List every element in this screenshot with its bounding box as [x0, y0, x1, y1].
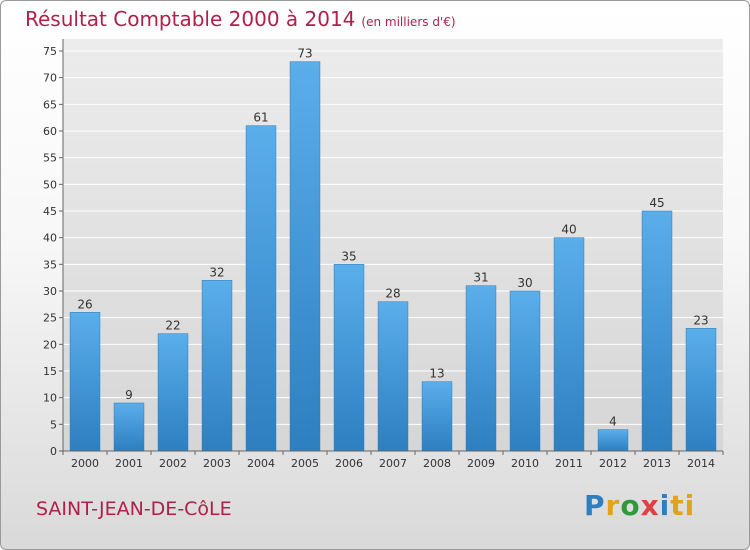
x-tick-label: 2001: [115, 457, 143, 470]
y-tick-label: 35: [43, 258, 57, 271]
bar-value-label: 61: [253, 111, 268, 125]
y-tick-label: 10: [43, 392, 57, 405]
y-axis: 0 5 10 15 20 25 30 35 40 45 50 55 60 65 70 75: [43, 39, 64, 458]
bar-value-label: 40: [561, 223, 576, 237]
y-tick-label: 45: [43, 205, 57, 218]
bar-2000: [69, 312, 101, 452]
bar-value-label: 32: [209, 265, 224, 279]
bar-2003: [201, 280, 233, 452]
y-tick-label: 15: [43, 365, 57, 378]
bar-value-label: 4: [609, 415, 617, 429]
proxiti-logo: Proxiti: [584, 489, 696, 522]
x-tick-label: 2010: [511, 457, 539, 470]
bar-value-label: 9: [125, 388, 133, 402]
bar-value-label: 13: [429, 367, 444, 381]
y-tick-label: 5: [50, 418, 57, 431]
chart-title: Résultat Comptable 2000 à 2014 (en millie…: [25, 7, 456, 31]
bar-2008: [421, 381, 453, 452]
bars: 26 9 22 32 61 73 35 28 13 31 30 40 4 45 23: [69, 47, 717, 452]
x-tick-label: 2005: [291, 457, 319, 470]
y-tick-label: 75: [43, 45, 57, 58]
x-tick-label: 2008: [423, 457, 451, 470]
chart-subtitle: (en milliers d'€): [361, 15, 456, 29]
bar-value-label: 23: [693, 313, 708, 327]
bar-2005: [289, 61, 321, 452]
x-tick-label: 2000: [71, 457, 99, 470]
bar-2014: [685, 328, 717, 452]
bar-2006: [333, 264, 365, 452]
place-name: SAINT-JEAN-DE-CôLE: [36, 498, 232, 520]
bar-2012: [597, 429, 629, 452]
bar-2001: [113, 402, 145, 452]
x-tick-label: 2013: [643, 457, 671, 470]
x-tick-label: 2003: [203, 457, 231, 470]
bar-value-label: 28: [385, 287, 400, 301]
y-tick-label: 55: [43, 152, 57, 165]
x-tick-label: 2014: [687, 457, 715, 470]
bar-value-label: 22: [165, 319, 180, 333]
x-tick-label: 2012: [599, 457, 627, 470]
bar-value-label: 73: [297, 47, 312, 61]
x-tick-label: 2004: [247, 457, 275, 470]
bar-value-label: 30: [517, 276, 532, 290]
bar-2009: [465, 285, 497, 452]
bar-value-label: 45: [649, 196, 664, 210]
y-tick-label: 50: [43, 178, 57, 191]
y-tick-label: 0: [50, 445, 57, 458]
bar-2007: [377, 301, 409, 452]
x-tick-label: 2006: [335, 457, 363, 470]
title-text: Résultat Comptable 2000 à 2014: [25, 7, 356, 31]
y-tick-label: 60: [43, 125, 57, 138]
x-tick-label: 2009: [467, 457, 495, 470]
x-tick-label: 2002: [159, 457, 187, 470]
y-tick-label: 70: [43, 72, 57, 85]
bar-value-label: 26: [77, 297, 92, 311]
bar-2013: [641, 210, 673, 452]
x-tick-label: 2011: [555, 457, 583, 470]
bar-value-label: 35: [341, 249, 356, 263]
x-tick-label: 2007: [379, 457, 407, 470]
y-tick-label: 25: [43, 312, 57, 325]
y-tick-label: 30: [43, 285, 57, 298]
y-tick-label: 20: [43, 338, 57, 351]
x-axis: 2000 2001 2002 2003 2004 2005 2006 2007 2008 2009…: [62, 450, 724, 470]
bar-2004: [245, 125, 277, 452]
y-tick-label: 65: [43, 98, 57, 111]
bar-2002: [157, 333, 189, 452]
bar-2011: [553, 237, 585, 452]
bar-value-label: 31: [473, 271, 488, 285]
y-tick-label: 40: [43, 232, 57, 245]
bar-2010: [509, 290, 541, 452]
